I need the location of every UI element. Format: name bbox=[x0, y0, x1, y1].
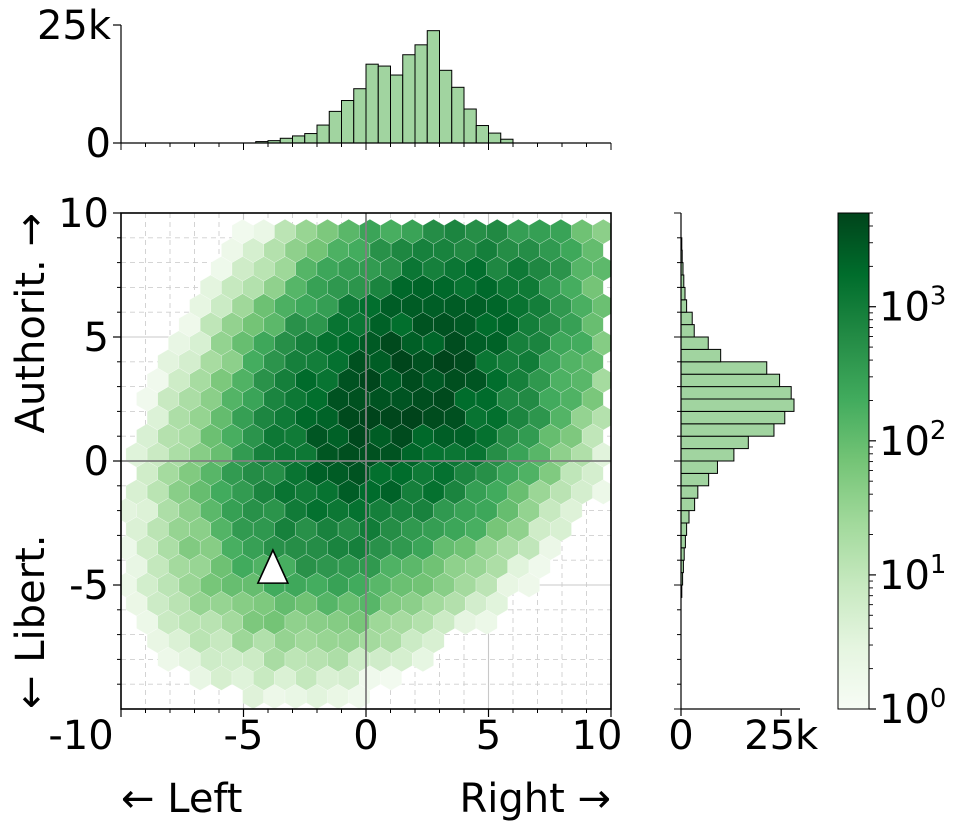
right-histogram-bar bbox=[680, 522, 688, 536]
y-tick-label: 10 bbox=[58, 191, 109, 237]
top-histogram-bar bbox=[328, 110, 342, 144]
zero-lines bbox=[121, 213, 611, 709]
right-histogram-bar bbox=[680, 324, 695, 338]
x-tick-label: 0 bbox=[353, 713, 378, 759]
top-histogram-ticks: 25k 0 bbox=[37, 3, 612, 167]
right-histogram-bar bbox=[680, 485, 699, 499]
right-histogram-bar bbox=[680, 497, 696, 512]
marker-triangle bbox=[256, 548, 290, 584]
top-histogram-bar bbox=[377, 65, 391, 144]
top-histogram-bar bbox=[279, 137, 293, 144]
main-x-axis: -10 -5 0 5 10 bbox=[48, 709, 622, 759]
right-histogram-bar bbox=[680, 510, 690, 524]
x-axis-label-right: Right → bbox=[459, 776, 611, 822]
top-histogram-bars bbox=[255, 30, 514, 144]
top-histogram-bar bbox=[488, 132, 502, 144]
right-histogram-bar bbox=[680, 299, 688, 313]
top-y-tick-label: 25k bbox=[37, 3, 112, 49]
top-histogram-bar bbox=[316, 124, 330, 144]
main-y-axis: 10 5 0 -5 bbox=[58, 191, 121, 685]
top-histogram-bar bbox=[414, 44, 428, 144]
top-histogram-bar bbox=[341, 100, 355, 144]
y-tick-label: -5 bbox=[69, 563, 109, 609]
colorbar: 100 101 102 103 bbox=[837, 212, 946, 733]
right-histogram-bar bbox=[680, 460, 718, 474]
right-histogram-bar bbox=[680, 410, 786, 425]
right-histogram-bar bbox=[680, 386, 792, 400]
x-tick-label: 10 bbox=[572, 713, 623, 759]
y-tick-label: 5 bbox=[84, 315, 109, 361]
hex-cell bbox=[592, 218, 611, 245]
y-tick-label: 0 bbox=[84, 439, 109, 485]
right-histogram-bar bbox=[680, 311, 693, 326]
x-tick-label: 5 bbox=[476, 713, 501, 759]
top-histogram-bar bbox=[390, 74, 404, 144]
top-histogram-bar bbox=[426, 30, 440, 144]
colorbar-gradient bbox=[837, 212, 870, 710]
top-histogram-bar bbox=[365, 63, 379, 144]
hexbin-cells bbox=[121, 218, 611, 709]
right-x-tick-label: 25k bbox=[744, 713, 819, 759]
right-histogram-bar bbox=[680, 398, 795, 412]
top-histogram-bar bbox=[304, 133, 318, 144]
top-histogram: 25k 0 bbox=[37, 3, 612, 167]
right-histogram-bar bbox=[680, 534, 686, 549]
colorbar-tick-label: 100 bbox=[879, 684, 946, 733]
top-histogram-bar bbox=[475, 125, 489, 144]
right-histogram-bar bbox=[680, 286, 686, 301]
marker-triangle-shape bbox=[256, 548, 290, 584]
colorbar-tick-label: 102 bbox=[879, 416, 946, 465]
x-tick-label: -5 bbox=[224, 713, 264, 759]
right-histogram-bar bbox=[680, 472, 710, 487]
right-histogram-bar bbox=[680, 423, 775, 437]
colorbar-tick-label: 101 bbox=[879, 550, 946, 599]
y-axis-label-bottom: ← Libert. bbox=[8, 535, 54, 709]
top-y-tick-label: 0 bbox=[86, 121, 111, 167]
top-histogram-bar bbox=[439, 69, 453, 144]
right-x-tick-label: 0 bbox=[668, 713, 693, 759]
x-axis-label-left: ← Left bbox=[121, 776, 242, 822]
colorbar-tick-label: 103 bbox=[879, 282, 946, 331]
y-axis-label-top: Authorit. → bbox=[8, 213, 54, 433]
right-histogram-bar bbox=[680, 336, 709, 350]
top-histogram-bar bbox=[353, 88, 367, 144]
top-histogram-bar bbox=[402, 54, 416, 144]
right-histogram: 0 25k bbox=[668, 212, 819, 759]
right-histogram-bar bbox=[680, 373, 781, 388]
x-tick-label: -10 bbox=[48, 713, 113, 759]
right-histogram-ticks: 0 25k bbox=[668, 212, 819, 759]
right-histogram-bar bbox=[680, 435, 749, 450]
top-histogram-bar bbox=[463, 108, 477, 144]
top-histogram-bar bbox=[451, 86, 465, 144]
right-histogram-bars bbox=[680, 237, 795, 598]
main-plot: -10 -5 0 5 10 10 5 0 -5 bbox=[48, 191, 622, 759]
colorbar-ticks: 100 101 102 103 bbox=[869, 212, 946, 733]
top-histogram-bar bbox=[292, 135, 306, 144]
right-histogram-bar bbox=[680, 448, 735, 462]
right-histogram-bar bbox=[680, 348, 722, 363]
right-histogram-bar bbox=[680, 361, 768, 375]
